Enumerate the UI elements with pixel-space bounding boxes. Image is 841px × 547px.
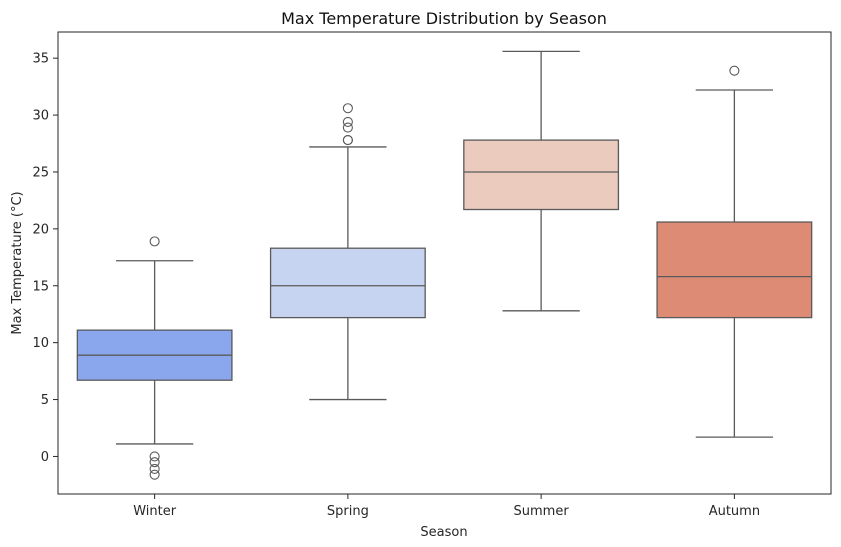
outlier-point — [342, 116, 353, 127]
box-summer — [463, 50, 620, 312]
box-autumn — [656, 65, 813, 438]
y-tick-label: 25 — [32, 165, 49, 180]
y-tick-label: 30 — [32, 109, 49, 124]
outlier-point — [149, 451, 160, 462]
x-tick-label: Spring — [327, 504, 369, 519]
outlier-point — [149, 457, 160, 468]
y-tick-label: 0 — [41, 450, 49, 465]
iqr-box — [463, 139, 620, 211]
y-tick-label: 15 — [32, 279, 49, 294]
iqr-box — [269, 247, 426, 319]
outlier-point — [342, 135, 353, 146]
y-tick-label: 20 — [32, 222, 49, 237]
y-tick-label: 5 — [41, 393, 49, 408]
outlier-point — [149, 469, 160, 480]
box-winter — [76, 236, 233, 480]
x-tick-label: Winter — [133, 504, 177, 519]
box-spring — [269, 103, 426, 401]
outlier-point — [342, 122, 353, 133]
x-tick-label: Summer — [514, 504, 570, 519]
plot-frame — [57, 31, 832, 495]
y-tick-label: 10 — [32, 336, 49, 351]
outlier-point — [149, 236, 160, 247]
outlier-point — [342, 103, 353, 114]
iqr-box — [656, 221, 813, 319]
x-axis-label: Season — [420, 525, 467, 540]
outlier-point — [149, 463, 160, 475]
plot-area: 0 5 10 15 20 25 30 35 Winter Spring Summer Autumn — [32, 31, 832, 519]
y-tick-label: 35 — [32, 52, 49, 67]
y-axis-label: Max Temperature (°C) — [10, 191, 25, 334]
chart-title: Max Temperature Distribution by Season — [281, 9, 607, 28]
x-tick-label: Autumn — [709, 504, 760, 519]
outlier-point — [729, 65, 740, 76]
